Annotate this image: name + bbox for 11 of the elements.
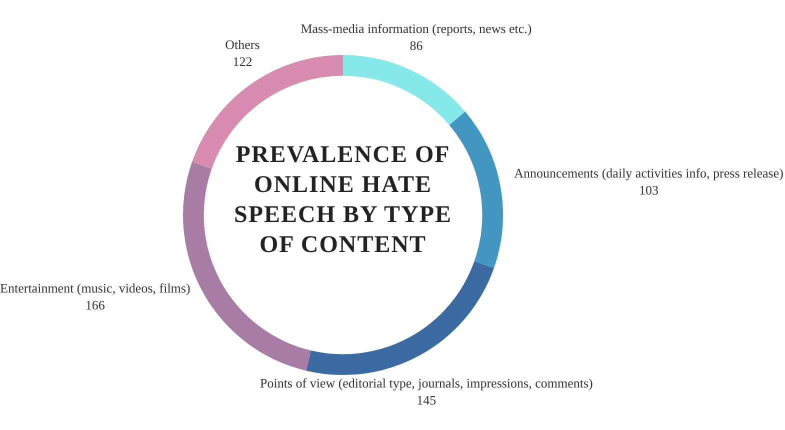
text: PREVALENCE OF ONLINE HATE SPEECH BY TYPE OF CONTENT [233,141,453,260]
data-label: 86 [410,38,424,54]
data-label: 145 [416,392,436,408]
data-label: 122 [232,54,252,69]
slice-label: Mass-media information (reports, news etc.) [300,21,532,36]
slice-label: Announcements (daily activities info, press release) [514,165,784,180]
data-label: 103 [639,182,659,198]
slice-label: Entertainment (music, videos, films) [0,280,190,296]
slice-label: Points of view (editorial type, journals, impressions, comments) [260,376,593,391]
slice-label: Others [225,36,260,52]
data-label: 166 [85,297,106,312]
